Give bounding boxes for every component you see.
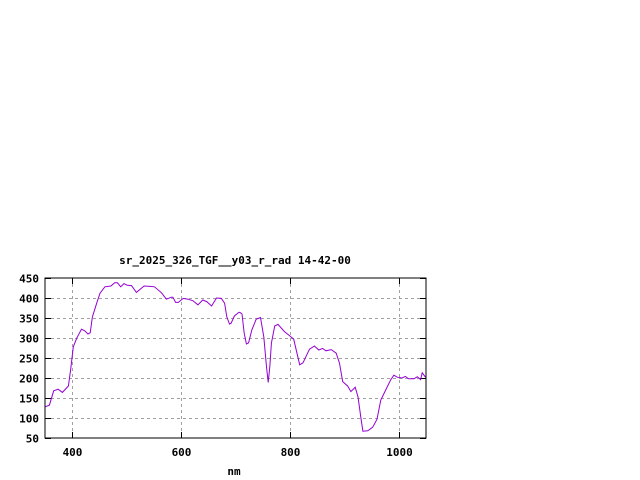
tick-labels: 400 600 800 1000 50 100 150 200 250 300 350 400 450	[19, 273, 413, 460]
y-tick-label: 150	[19, 393, 39, 406]
y-tick-label: 350	[19, 313, 39, 326]
y-tick-label: 50	[26, 433, 39, 446]
chart-title: sr_2025_326_TGF__y03_r_rad 14-42-00	[119, 254, 351, 267]
x-tick-label: 800	[281, 446, 301, 459]
y-tick-label: 250	[19, 353, 39, 366]
grid	[45, 278, 426, 438]
plot-border	[44, 277, 427, 439]
x-tick-label: 600	[172, 446, 192, 459]
y-tick-label: 300	[19, 333, 39, 346]
x-tick-label: 400	[63, 446, 83, 459]
x-axis-label: nm	[227, 465, 241, 478]
series-line	[44, 282, 426, 432]
y-tick-label: 400	[19, 293, 39, 306]
ticks	[45, 278, 426, 439]
x-tick-label: 1000	[386, 446, 413, 459]
y-tick-label: 450	[19, 273, 39, 286]
y-tick-label: 200	[19, 373, 39, 386]
y-tick-label: 100	[19, 413, 39, 426]
